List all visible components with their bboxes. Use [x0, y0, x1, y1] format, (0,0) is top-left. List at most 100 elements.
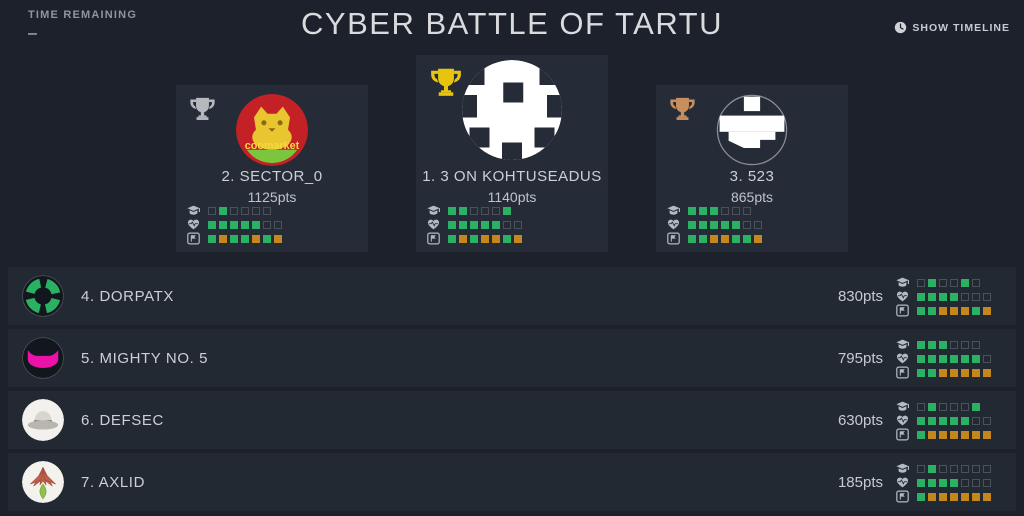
progress-square — [699, 234, 707, 243]
progress-square — [950, 478, 958, 487]
progress-square — [710, 234, 718, 243]
progress-square — [939, 306, 947, 315]
bronze-trophy-icon — [667, 94, 698, 130]
progress-square — [274, 234, 282, 243]
progress-square — [470, 234, 478, 243]
team-points: 630pts — [837, 411, 883, 429]
progress-square — [939, 416, 947, 425]
graduation-cap-icon — [667, 204, 683, 217]
progress-square — [917, 340, 925, 349]
time-remaining: TIME REMAINING – — [28, 9, 137, 43]
progress-square — [917, 306, 925, 315]
progress-square — [241, 234, 249, 243]
progress-square — [241, 206, 249, 215]
progress-square — [514, 234, 522, 243]
progress-square — [492, 206, 500, 215]
progress-square — [961, 368, 969, 377]
progress-stats — [896, 461, 1006, 503]
progress-square — [743, 220, 751, 229]
progress-square — [917, 368, 925, 377]
stat-row — [896, 462, 1006, 475]
progress-square — [448, 234, 456, 243]
progress-square — [939, 368, 947, 377]
flag-icon — [187, 232, 203, 245]
podium-card[interactable]: coomarket 2. SECTOR_0 1125pts — [176, 85, 368, 252]
stat-row — [187, 204, 285, 217]
graduation-cap-icon — [896, 338, 912, 351]
progress-square — [470, 206, 478, 215]
stat-row — [896, 366, 1006, 379]
progress-square — [928, 402, 936, 411]
flag-icon — [667, 232, 683, 245]
clock-icon — [894, 21, 907, 34]
heart-icon — [896, 476, 912, 489]
avatar — [22, 337, 64, 379]
progress-stats — [427, 203, 525, 245]
graduation-cap-icon — [896, 400, 912, 413]
podium-card[interactable]: 3. 523 865pts — [656, 85, 848, 252]
stat-row — [896, 400, 1006, 413]
progress-square — [928, 492, 936, 501]
team-row[interactable]: 4. DORPATX 830pts — [8, 267, 1016, 325]
stat-row — [896, 290, 1006, 303]
progress-stats — [896, 275, 1006, 317]
progress-square — [917, 354, 925, 363]
progress-square — [732, 206, 740, 215]
progress-square — [230, 220, 238, 229]
progress-square — [710, 206, 718, 215]
progress-square — [699, 206, 707, 215]
podium-card[interactable]: 1. 3 ON KOHTUSEADUS 1140pts — [416, 55, 608, 252]
avatar — [462, 60, 562, 160]
flag-icon — [896, 304, 912, 317]
show-timeline-button[interactable]: SHOW TIMELINE — [894, 21, 1010, 34]
progress-square — [950, 430, 958, 439]
progress-square — [710, 220, 718, 229]
progress-square — [939, 430, 947, 439]
progress-square — [721, 206, 729, 215]
progress-square — [743, 234, 751, 243]
progress-square — [972, 464, 980, 473]
progress-square — [950, 416, 958, 425]
stat-row — [896, 276, 1006, 289]
progress-square — [263, 220, 271, 229]
team-name: 7. AXLID — [81, 473, 146, 491]
flag-icon — [427, 232, 443, 245]
stat-row — [896, 476, 1006, 489]
team-row[interactable]: 5. MIGHTY NO. 5 795pts — [8, 329, 1016, 387]
team-points: 1125pts — [247, 189, 297, 205]
progress-square — [972, 278, 980, 287]
heart-icon — [896, 414, 912, 427]
progress-square — [448, 206, 456, 215]
progress-square — [917, 292, 925, 301]
team-row[interactable]: 7. AXLID 185pts — [8, 453, 1016, 511]
progress-square — [950, 492, 958, 501]
team-points: 185pts — [837, 473, 883, 491]
progress-square — [983, 354, 991, 363]
graduation-cap-icon — [896, 276, 912, 289]
stat-row — [896, 338, 1006, 351]
progress-square — [950, 354, 958, 363]
progress-square — [754, 220, 762, 229]
progress-square — [732, 234, 740, 243]
stat-row — [187, 218, 285, 231]
progress-square — [983, 464, 991, 473]
stat-row — [667, 218, 765, 231]
progress-square — [688, 206, 696, 215]
progress-square — [950, 292, 958, 301]
progress-square — [939, 402, 947, 411]
progress-square — [917, 464, 925, 473]
progress-square — [917, 492, 925, 501]
flag-icon — [896, 490, 912, 503]
graduation-cap-icon — [187, 204, 203, 217]
avatar — [22, 461, 64, 503]
progress-square — [961, 306, 969, 315]
team-row[interactable]: 6. DEFSEC 630pts — [8, 391, 1016, 449]
progress-square — [939, 464, 947, 473]
heart-icon — [896, 352, 912, 365]
progress-square — [972, 430, 980, 439]
progress-square — [492, 220, 500, 229]
progress-square — [208, 206, 216, 215]
progress-square — [699, 220, 707, 229]
progress-square — [939, 478, 947, 487]
progress-square — [721, 234, 729, 243]
